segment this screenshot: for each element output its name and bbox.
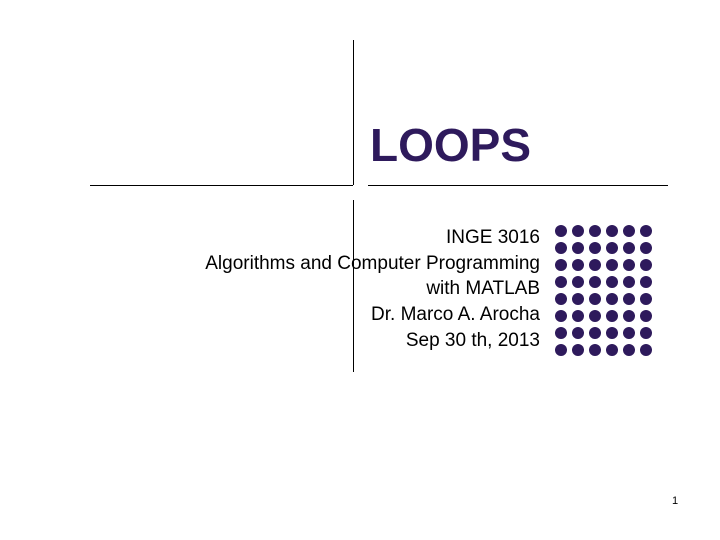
dot-row xyxy=(555,259,652,271)
dot xyxy=(555,327,567,339)
dot xyxy=(572,327,584,339)
decorative-dots xyxy=(555,225,652,361)
dot xyxy=(572,293,584,305)
slide-title: LOOPS xyxy=(370,118,531,172)
dot xyxy=(589,259,601,271)
dot xyxy=(640,293,652,305)
dot xyxy=(623,344,635,356)
dot xyxy=(589,310,601,322)
dot xyxy=(589,327,601,339)
dot xyxy=(606,242,618,254)
dot-row xyxy=(555,225,652,237)
dot xyxy=(555,276,567,288)
dot xyxy=(572,225,584,237)
dot-row xyxy=(555,310,652,322)
subtitle-line: Sep 30 th, 2013 xyxy=(120,328,540,354)
dot xyxy=(640,259,652,271)
subtitle-line: Dr. Marco A. Arocha xyxy=(120,302,540,328)
dot xyxy=(606,293,618,305)
dot xyxy=(589,293,601,305)
divider-vertical-top xyxy=(353,40,354,185)
dot xyxy=(623,242,635,254)
dot xyxy=(555,293,567,305)
slide-container: LOOPS INGE 3016Algorithms and Computer P… xyxy=(0,0,720,540)
dot xyxy=(623,276,635,288)
dot xyxy=(555,242,567,254)
dot-row xyxy=(555,293,652,305)
dot xyxy=(623,225,635,237)
dot xyxy=(640,327,652,339)
dot xyxy=(623,327,635,339)
dot xyxy=(623,293,635,305)
dot xyxy=(606,344,618,356)
dot xyxy=(572,276,584,288)
dot-row xyxy=(555,344,652,356)
dot xyxy=(589,225,601,237)
dot xyxy=(555,344,567,356)
dot-row xyxy=(555,242,652,254)
divider-horizontal-right xyxy=(368,185,668,186)
dot xyxy=(640,225,652,237)
subtitle-line: with MATLAB xyxy=(120,276,540,302)
dot xyxy=(589,242,601,254)
dot xyxy=(589,344,601,356)
dot xyxy=(555,225,567,237)
subtitle-line: Algorithms and Computer Programming xyxy=(120,251,540,277)
divider-horizontal-left xyxy=(90,185,353,186)
dot-row xyxy=(555,327,652,339)
dot xyxy=(572,310,584,322)
dot xyxy=(572,242,584,254)
dot xyxy=(640,276,652,288)
dot xyxy=(640,310,652,322)
dot xyxy=(606,225,618,237)
dot xyxy=(623,259,635,271)
dot xyxy=(572,259,584,271)
dot xyxy=(589,276,601,288)
dot xyxy=(606,259,618,271)
dot xyxy=(555,259,567,271)
page-number: 1 xyxy=(672,495,678,507)
subtitle-block: INGE 3016Algorithms and Computer Program… xyxy=(120,225,540,353)
dot xyxy=(572,344,584,356)
subtitle-line: INGE 3016 xyxy=(120,225,540,251)
dot xyxy=(606,327,618,339)
dot xyxy=(555,310,567,322)
dot xyxy=(606,310,618,322)
dot xyxy=(640,344,652,356)
dot xyxy=(606,276,618,288)
dot-row xyxy=(555,276,652,288)
dot xyxy=(640,242,652,254)
dot xyxy=(623,310,635,322)
